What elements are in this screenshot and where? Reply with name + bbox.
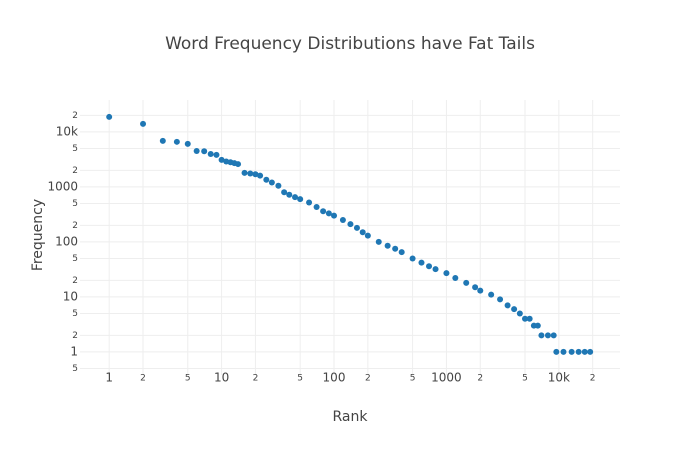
point (207, 150, 214, 157)
y-tick-label: 1000 (47, 179, 78, 193)
x-tick-label: 2 (365, 374, 371, 384)
point (538, 332, 545, 339)
y-tick-label: 2 (72, 111, 78, 121)
point (241, 169, 248, 176)
point (313, 204, 320, 211)
y-tick-label: 1 (70, 344, 78, 358)
point (353, 224, 360, 231)
point (526, 315, 533, 322)
point (426, 263, 433, 270)
point (325, 210, 332, 217)
x-tick-label: 2 (590, 374, 596, 384)
x-tick-label: 5 (410, 374, 416, 384)
point (497, 296, 504, 303)
point (173, 138, 180, 145)
point (432, 266, 439, 273)
point (235, 161, 242, 168)
point (213, 151, 220, 158)
x-tick-label: 2 (140, 374, 146, 384)
x-tick-label: 10 (214, 371, 229, 385)
point (339, 217, 346, 224)
x-tick-label: 10k (548, 371, 570, 385)
point (364, 232, 371, 239)
point (275, 182, 282, 189)
x-tick-label: 2 (253, 374, 259, 384)
point (140, 120, 147, 127)
point (488, 291, 495, 298)
point (581, 348, 588, 355)
point (452, 275, 459, 282)
y-tick-label: 2 (72, 221, 78, 231)
point (263, 176, 270, 183)
point (560, 348, 567, 355)
point (281, 189, 288, 196)
x-axis-title: Rank (333, 409, 369, 425)
point (347, 221, 354, 228)
point (544, 332, 551, 339)
point (297, 196, 304, 203)
point (568, 348, 575, 355)
y-tick-label: 2 (72, 276, 78, 286)
point (443, 270, 450, 277)
point (550, 332, 557, 339)
chart-title: Word Frequency Distributions have Fat Ta… (165, 34, 535, 54)
y-tick-label: 10 (63, 289, 78, 303)
point (292, 194, 299, 201)
x-tick-label: 1000 (431, 371, 462, 385)
point (511, 306, 518, 313)
point (575, 348, 582, 355)
y-tick-label: 2 (72, 166, 78, 176)
y-axis-title: Frequency (30, 199, 46, 271)
y-tick-label: 2 (72, 331, 78, 341)
point (193, 147, 200, 154)
x-tick-label: 5 (297, 374, 303, 384)
point (184, 140, 191, 147)
x-tick-label: 100 (323, 371, 346, 385)
point (521, 315, 528, 322)
y-tick-label: 5 (72, 254, 78, 264)
point (463, 279, 470, 286)
point (409, 255, 416, 262)
point (516, 310, 523, 317)
x-tick-label: 2 (477, 374, 483, 384)
point (504, 302, 511, 309)
point (398, 249, 405, 256)
point (331, 212, 338, 219)
point (247, 170, 254, 177)
point (268, 179, 275, 186)
point (286, 191, 293, 198)
point (320, 208, 327, 215)
point (553, 348, 560, 355)
point (472, 284, 479, 291)
point (384, 242, 391, 249)
point (418, 259, 425, 266)
y-tick-label: 5 (72, 364, 78, 374)
point (587, 348, 594, 355)
x-tick-label: 1 (105, 371, 113, 385)
x-tick-label: 5 (522, 374, 528, 384)
point (218, 156, 225, 163)
point (392, 245, 399, 252)
y-tick-label: 5 (72, 199, 78, 209)
x-tick-label: 5 (185, 374, 191, 384)
point (375, 238, 382, 245)
point (359, 229, 366, 236)
point (257, 172, 264, 179)
point (106, 113, 113, 120)
point (252, 171, 259, 178)
point (477, 287, 484, 294)
point (201, 148, 208, 155)
y-tick-label: 5 (72, 309, 78, 319)
point (159, 137, 166, 144)
y-tick-label: 5 (72, 144, 78, 154)
point (306, 199, 313, 206)
y-tick-label: 100 (55, 234, 78, 248)
point (534, 322, 541, 329)
y-tick-label: 10k (56, 124, 78, 138)
